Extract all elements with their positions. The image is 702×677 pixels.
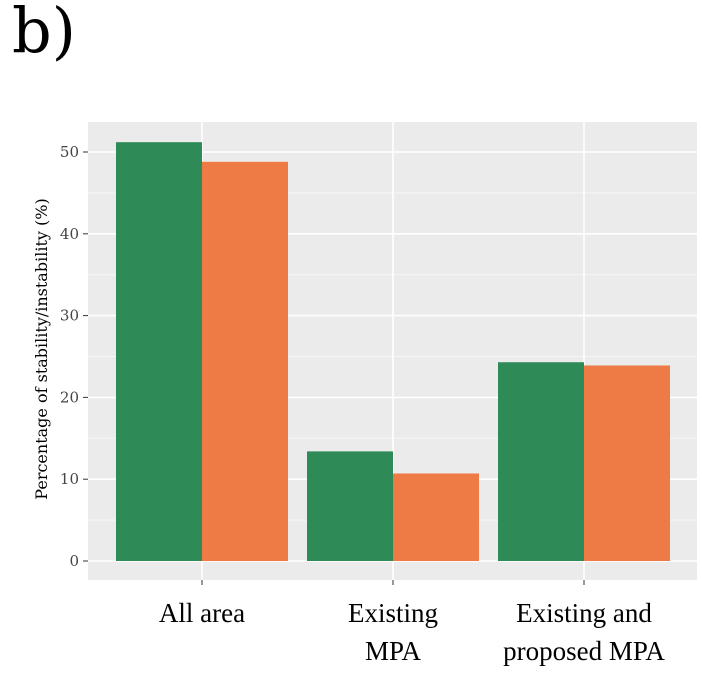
y-tick-label: 30: [60, 307, 79, 325]
x-category-label: Existing MPA: [348, 598, 438, 666]
bar: [393, 473, 479, 561]
bar: [116, 142, 202, 561]
x-category-label-line: Existing: [348, 598, 438, 628]
x-category-label-line: Existing and: [516, 598, 652, 628]
bar: [202, 161, 288, 562]
x-category-label-line: MPA: [365, 636, 422, 666]
y-tick-label: 0: [69, 552, 79, 570]
y-tick-label: 10: [60, 470, 79, 488]
y-tick-label: 40: [60, 225, 79, 243]
x-axis: All area Existing MPA Existing and proposed …: [159, 580, 665, 666]
x-category-label: Existing and proposed MPA: [503, 598, 665, 666]
y-axis-label: Percentage of stability/instability (%): [32, 198, 51, 499]
bar: [498, 362, 584, 561]
x-category-label: All area: [159, 598, 245, 628]
y-tick-label: 20: [60, 388, 79, 406]
y-tick-label: 50: [60, 143, 79, 161]
bar: [307, 451, 393, 561]
x-category-label-line: All area: [159, 598, 245, 628]
bar: [584, 365, 670, 561]
y-axis: 0 10 20 30 40 50: [60, 143, 88, 570]
bars: [116, 142, 670, 562]
panel-label: b): [12, 0, 76, 67]
x-category-label-line: proposed MPA: [503, 636, 665, 666]
